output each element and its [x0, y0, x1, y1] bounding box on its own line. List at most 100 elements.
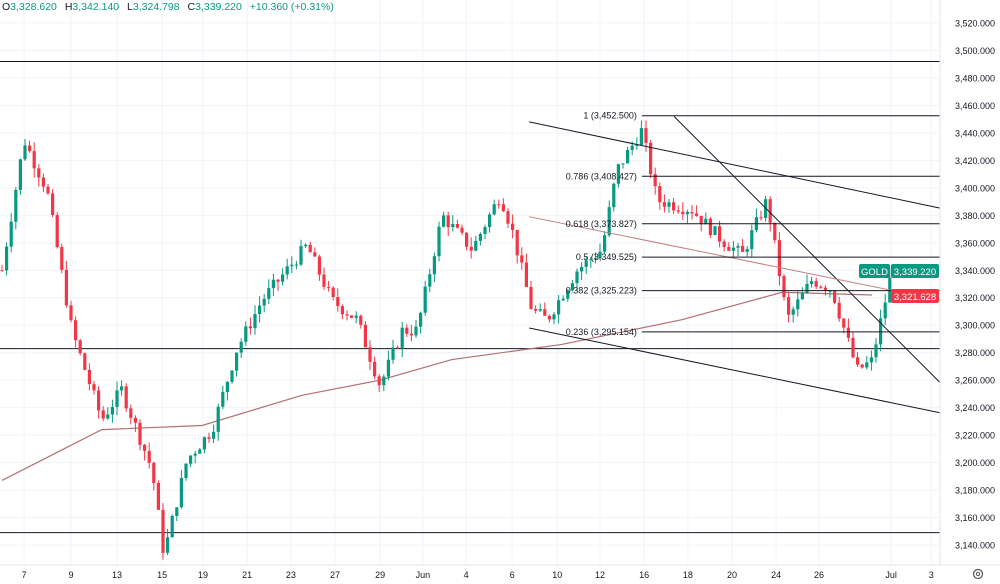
close-value: 3,339.220: [195, 1, 242, 13]
candle-up: [170, 515, 174, 538]
candle-down: [708, 218, 712, 236]
ma-value-tag: 3,321.628: [894, 292, 936, 303]
candle-up: [202, 437, 206, 450]
candle-down: [147, 450, 151, 463]
candle-down: [368, 347, 372, 362]
candle-up: [235, 352, 239, 371]
candle-down: [695, 213, 699, 216]
candle-up: [110, 406, 114, 415]
candle-down: [543, 309, 547, 316]
x-tick-label: 9: [68, 570, 73, 580]
candle-down: [129, 408, 133, 418]
y-tick-label: 3,440.000: [955, 128, 995, 138]
candle-up: [419, 312, 423, 327]
candle-down: [455, 223, 459, 228]
candle-down: [363, 324, 367, 348]
candle-up: [869, 357, 873, 363]
y-tick-label: 3,160.000: [955, 513, 995, 523]
drawings: [529, 116, 943, 414]
y-tick-label: 3,280.000: [955, 348, 995, 358]
candle-up: [239, 341, 243, 353]
candle-up: [575, 271, 579, 284]
candle-up: [290, 264, 294, 267]
price-axis[interactable]: [940, 0, 1000, 565]
horizontal-levels: [0, 60, 940, 534]
candle-down: [161, 509, 165, 553]
time-axis[interactable]: [0, 565, 1000, 584]
candle-down: [138, 422, 142, 445]
candle-down: [336, 297, 340, 307]
candle-up: [193, 453, 197, 456]
x-tick-label: 24: [771, 570, 781, 580]
candle-down: [676, 210, 680, 212]
candle-down: [37, 168, 41, 178]
candle-down: [722, 241, 726, 247]
candle-down: [409, 333, 413, 336]
x-tick-label: 4: [464, 570, 469, 580]
y-tick-label: 3,200.000: [955, 458, 995, 468]
candle-down: [644, 128, 648, 143]
candle-up: [400, 327, 404, 348]
x-tick-label: 18: [683, 570, 693, 580]
y-tick-label: 3,260.000: [955, 376, 995, 386]
candle-down: [359, 315, 363, 325]
ohlc-legend: O3,328.620 H3,342.140 L3,324.798 C3,339.…: [2, 1, 339, 13]
candle-up: [262, 298, 266, 306]
trendline: [529, 327, 942, 414]
ma-line: [1, 291, 872, 481]
candle-up: [184, 463, 188, 479]
y-tick-label: 3,220.000: [955, 431, 995, 441]
y-tick-label: 3,240.000: [955, 403, 995, 413]
y-tick-label: 3,380.000: [955, 211, 995, 221]
x-tick-label: 20: [727, 570, 737, 580]
candle-up: [805, 284, 809, 293]
candle-up: [120, 386, 124, 391]
candle-up: [18, 159, 22, 190]
x-tick-label: 27: [330, 570, 340, 580]
candle-up: [115, 390, 119, 407]
candle-down: [46, 186, 50, 194]
candle-up: [5, 246, 9, 271]
candle-up: [304, 244, 308, 247]
candle-up: [745, 249, 749, 252]
candle-up: [354, 315, 358, 318]
candle-down: [718, 226, 722, 242]
y-tick-label: 3,140.000: [955, 541, 995, 551]
candle-down: [782, 276, 786, 298]
x-tick-label: Jul: [885, 570, 897, 580]
candle-down: [373, 361, 377, 377]
candle-down: [846, 327, 850, 338]
candle-down: [152, 462, 156, 483]
candle-up: [492, 204, 496, 215]
candle-up: [451, 223, 455, 228]
candle-up: [106, 414, 110, 419]
candle-down: [741, 245, 745, 252]
candle-up: [561, 298, 565, 301]
candle-down: [497, 204, 501, 206]
candle-up: [607, 207, 611, 236]
candle-down: [51, 193, 55, 216]
candle-up: [736, 245, 740, 248]
candle-down: [124, 386, 128, 409]
candle-up: [198, 449, 202, 454]
gear-icon[interactable]: [972, 568, 984, 580]
fib-level-label: 0.382 (3,325.223): [566, 286, 637, 296]
candle-up: [386, 359, 390, 377]
y-tick-label: 3,180.000: [955, 486, 995, 496]
candle-up: [557, 300, 561, 315]
candle-down: [345, 314, 349, 316]
candle-up: [382, 376, 386, 386]
candle-down: [856, 357, 860, 365]
candle-up: [713, 226, 717, 236]
x-tick-label: 29: [375, 570, 385, 580]
candle-up: [635, 144, 639, 146]
fib-level-label: 0.236 (3,295.154): [566, 327, 637, 337]
candle-up: [483, 227, 487, 234]
candle-down: [248, 326, 252, 329]
candle-down: [396, 347, 400, 349]
x-tick-label: Jun: [416, 570, 431, 580]
candle-up: [580, 266, 584, 272]
y-tick-label: 3,360.000: [955, 238, 995, 248]
candle-up: [639, 128, 643, 145]
